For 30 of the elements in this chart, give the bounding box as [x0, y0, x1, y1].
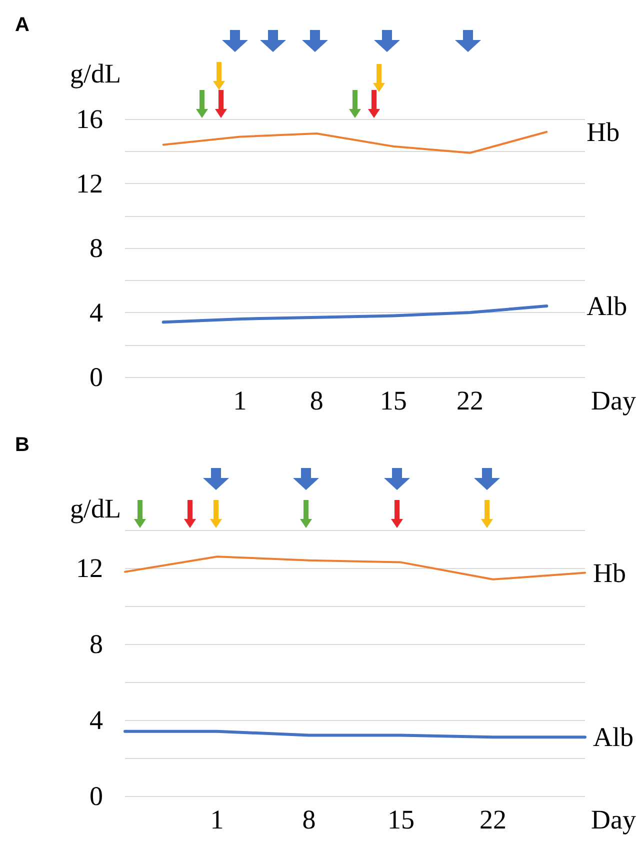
y-tick-label: 8	[90, 233, 103, 263]
chart-title: A	[15, 14, 30, 36]
x-tick-label: 8	[302, 804, 316, 834]
series-label: Alb	[593, 722, 634, 752]
y-axis-title: g/dL	[70, 494, 121, 524]
series-label: Hb	[593, 558, 626, 588]
chart-title: B	[15, 434, 30, 456]
line-series	[162, 130, 548, 154]
line-series	[124, 556, 586, 580]
y-axis-title: g/dL	[70, 58, 121, 88]
x-tick-label: 1	[233, 386, 247, 416]
x-tick-label: 15	[388, 804, 414, 834]
y-tick-label: 8	[90, 629, 103, 659]
y-tick-label: 16	[76, 104, 103, 134]
y-tick-label: 0	[90, 781, 103, 811]
x-tick-label: 8	[310, 386, 324, 416]
series-label: Hb	[586, 116, 620, 147]
x-axis-title: Day	[591, 386, 636, 416]
x-axis-title: Day	[591, 804, 636, 834]
y-tick-label: 4	[90, 705, 104, 735]
y-tick-label: 12	[76, 553, 103, 583]
x-tick-label: 22	[480, 804, 506, 834]
x-tick-label: 15	[380, 386, 407, 416]
x-tick-label: 22	[456, 386, 484, 416]
y-tick-label: 0	[90, 362, 103, 392]
y-tick-label: 12	[76, 168, 103, 198]
line-series	[162, 304, 548, 324]
series-label: Alb	[586, 291, 628, 322]
y-tick-label: 4	[90, 298, 104, 328]
x-tick-label: 1	[210, 804, 224, 834]
